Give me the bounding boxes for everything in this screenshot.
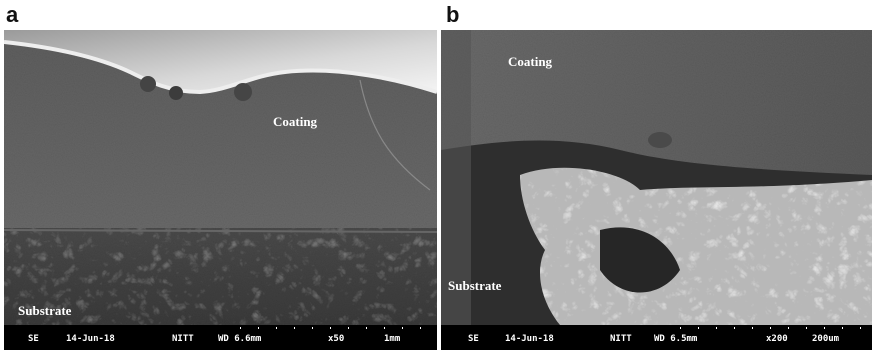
info-item: NITT	[172, 334, 194, 344]
info-item: 14-Jun-18	[505, 334, 554, 344]
panel-label: a	[6, 2, 19, 27]
annotation: Coating	[508, 54, 553, 69]
micrograph-b	[441, 30, 872, 325]
figure: a b SE 14-Jun-18 NITT WD 6.6mm x50 1mm SE 14-Ju…	[0, 0, 874, 354]
page: {"panels": [ {"label": "a", "annotations…	[0, 0, 874, 354]
info-item: WD 6.5mm	[654, 334, 698, 344]
info-item: WD 6.6mm	[218, 334, 262, 344]
info-item: x50	[328, 334, 344, 344]
info-item: SE	[28, 334, 39, 344]
annotation: Substrate	[18, 303, 72, 318]
info-item: 14-Jun-18	[66, 334, 115, 344]
info-item: NITT	[610, 334, 632, 344]
info-item: SE	[468, 334, 479, 344]
annotation: Coating	[273, 114, 318, 129]
info-item: 1mm	[384, 334, 401, 344]
annotation: Substrate	[448, 278, 502, 293]
micrograph-a	[4, 30, 437, 325]
info-item: 200um	[812, 334, 840, 344]
info-item: x200	[766, 334, 788, 344]
panel-label: b	[446, 2, 459, 27]
